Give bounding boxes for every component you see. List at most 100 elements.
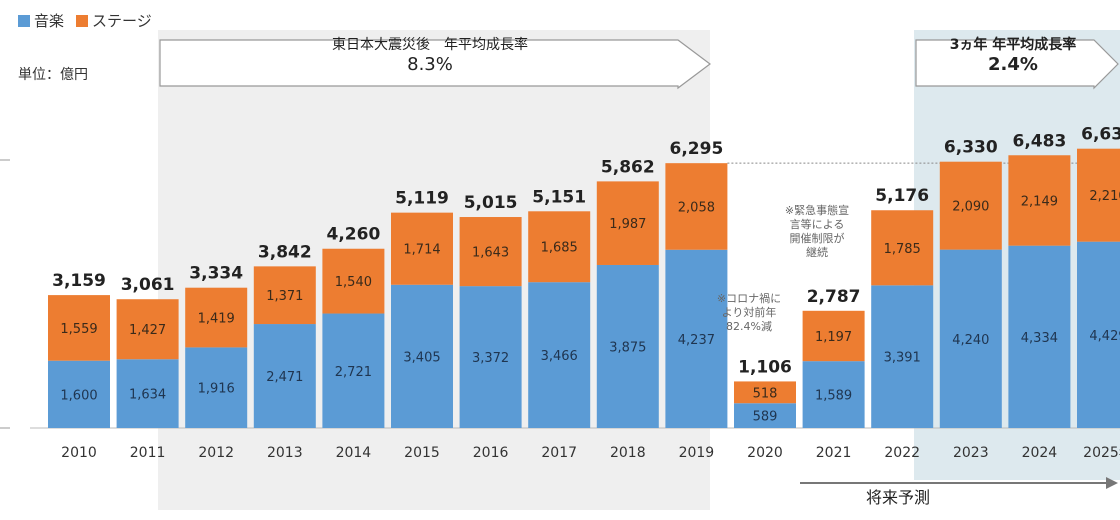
legend-swatch-stage (76, 14, 89, 27)
label-music-2: 1,916 (198, 382, 235, 397)
label-stage-10: 518 (753, 386, 778, 401)
bar-music-12 (871, 285, 934, 428)
label-music-13: 4,240 (952, 333, 989, 348)
label-stage-7: 1,685 (541, 241, 578, 256)
x-tick-label-6: 2016 (473, 445, 509, 461)
bar-stage-5 (391, 212, 453, 285)
label-total-2: 3,334 (189, 264, 243, 284)
label-music-8: 3,875 (609, 340, 646, 355)
label-total-3: 3,842 (258, 242, 312, 262)
bar-stage-3 (253, 266, 316, 325)
legend-label-stage: ステージ (92, 12, 152, 30)
bar-stage-11 (802, 310, 865, 362)
label-total-11: 2,787 (807, 287, 861, 307)
x-tick-label-14: 2024 (1022, 445, 1058, 461)
label-stage-13: 2,090 (952, 200, 989, 215)
label-total-8: 5,862 (601, 157, 655, 177)
annotation-emergency-line-2: 開催制限が (790, 231, 845, 245)
label-total-6: 5,015 (464, 193, 518, 213)
bar-music-9 (665, 249, 728, 428)
bar-stage-4 (322, 248, 385, 314)
annotation-emergency-line-1: 言等による (790, 217, 845, 231)
annotation-covid-line-2: 82.4%減 (726, 319, 772, 333)
label-total-0: 3,159 (52, 271, 106, 291)
bar-music-7 (528, 282, 591, 428)
label-stage-4: 1,540 (335, 275, 372, 290)
label-music-11: 1,589 (815, 389, 852, 404)
label-stage-9: 2,058 (678, 200, 715, 215)
bar-stage-0 (48, 295, 110, 361)
label-stage-5: 1,714 (403, 243, 440, 258)
label-total-9: 6,295 (670, 139, 724, 159)
label-total-12: 5,176 (875, 186, 929, 206)
x-tick-label-12: 2022 (884, 445, 920, 461)
growth-callout-left-title: 東日本大震災後 年平均成長率 (332, 37, 528, 53)
x-tick-label-5: 2015 (404, 445, 440, 461)
label-stage-1: 1,427 (129, 323, 166, 338)
bar-stage-10 (734, 381, 796, 404)
legend-label-music: 音楽 (34, 12, 65, 30)
bar-music-0 (48, 360, 110, 428)
annotation-emergency-line-3: 継続 (806, 245, 828, 259)
bar-stage-15 (1077, 148, 1120, 242)
label-music-0: 1,600 (60, 388, 97, 403)
legend-swatch-music (18, 14, 30, 27)
legend-item-stage: ステージ (76, 10, 152, 31)
x-tick-label-9: 2019 (679, 445, 715, 461)
x-tick-label-1: 2011 (130, 445, 166, 461)
label-stage-8: 1,987 (609, 217, 646, 232)
bar-music-11 (802, 361, 865, 428)
bar-music-10 (734, 403, 796, 428)
label-total-14: 6,483 (1013, 131, 1067, 151)
x-tick-label-11: 2021 (816, 445, 852, 461)
label-stage-6: 1,643 (472, 246, 509, 261)
label-music-10: 589 (753, 410, 778, 425)
growth-callout-right-title: 3ヵ年 年平均成長率 (949, 37, 1077, 53)
x-tick-label-13: 2023 (953, 445, 989, 461)
growth-callout-right-value: 2.4% (988, 54, 1038, 75)
x-tick-label-8: 2018 (610, 445, 646, 461)
growth-callout-left-value: 8.3% (407, 54, 453, 75)
bar-music-2 (185, 347, 248, 428)
label-total-13: 6,330 (944, 138, 998, 158)
forecast-label: 将来予測 (866, 488, 930, 507)
x-tick-label-10: 2020 (747, 445, 783, 461)
bar-music-13 (939, 249, 1002, 428)
bar-music-14 (1008, 245, 1071, 428)
bar-music-3 (253, 324, 316, 428)
bar-stage-1 (116, 299, 179, 360)
bar-stage-7 (528, 211, 591, 283)
bar-music-8 (596, 264, 659, 428)
x-tick-label-7: 2017 (541, 445, 577, 461)
label-stage-11: 1,197 (815, 330, 852, 345)
label-music-5: 3,405 (403, 350, 440, 365)
annotation-covid-line-1: より対前年 (722, 305, 777, 319)
label-music-3: 2,471 (266, 370, 303, 385)
label-music-9: 4,237 (678, 333, 715, 348)
annotation-covid-line-0: ※コロナ禍に (717, 291, 781, 305)
chart-legend: 音楽 ステージ (18, 10, 152, 31)
unit-label: 単位：億円 (18, 67, 88, 83)
label-music-12: 3,391 (884, 351, 921, 366)
label-music-14: 4,334 (1021, 331, 1058, 346)
bar-stage-14 (1008, 155, 1071, 246)
growth-arrow-left (159, 39, 711, 90)
growth-callout-left: 東日本大震災後 年平均成長率 8.3% (160, 34, 700, 75)
label-music-1: 1,634 (129, 388, 166, 403)
label-music-15: 4,429 (1089, 329, 1120, 344)
label-total-4: 4,260 (327, 225, 381, 245)
x-tick-label-3: 2013 (267, 445, 303, 461)
bar-stage-12 (871, 210, 934, 286)
label-music-7: 3,466 (541, 349, 578, 364)
label-stage-2: 1,419 (198, 312, 235, 327)
label-music-6: 3,372 (472, 351, 509, 366)
annotation-emergency-line-0: ※緊急事態宣 (785, 203, 849, 217)
label-stage-0: 1,559 (60, 322, 97, 337)
bar-music-15 (1077, 241, 1120, 428)
label-stage-14: 2,149 (1021, 194, 1058, 209)
label-music-4: 2,721 (335, 365, 372, 380)
x-tick-label-4: 2014 (336, 445, 372, 461)
bar-music-1 (116, 359, 179, 428)
label-stage-12: 1,785 (884, 242, 921, 257)
